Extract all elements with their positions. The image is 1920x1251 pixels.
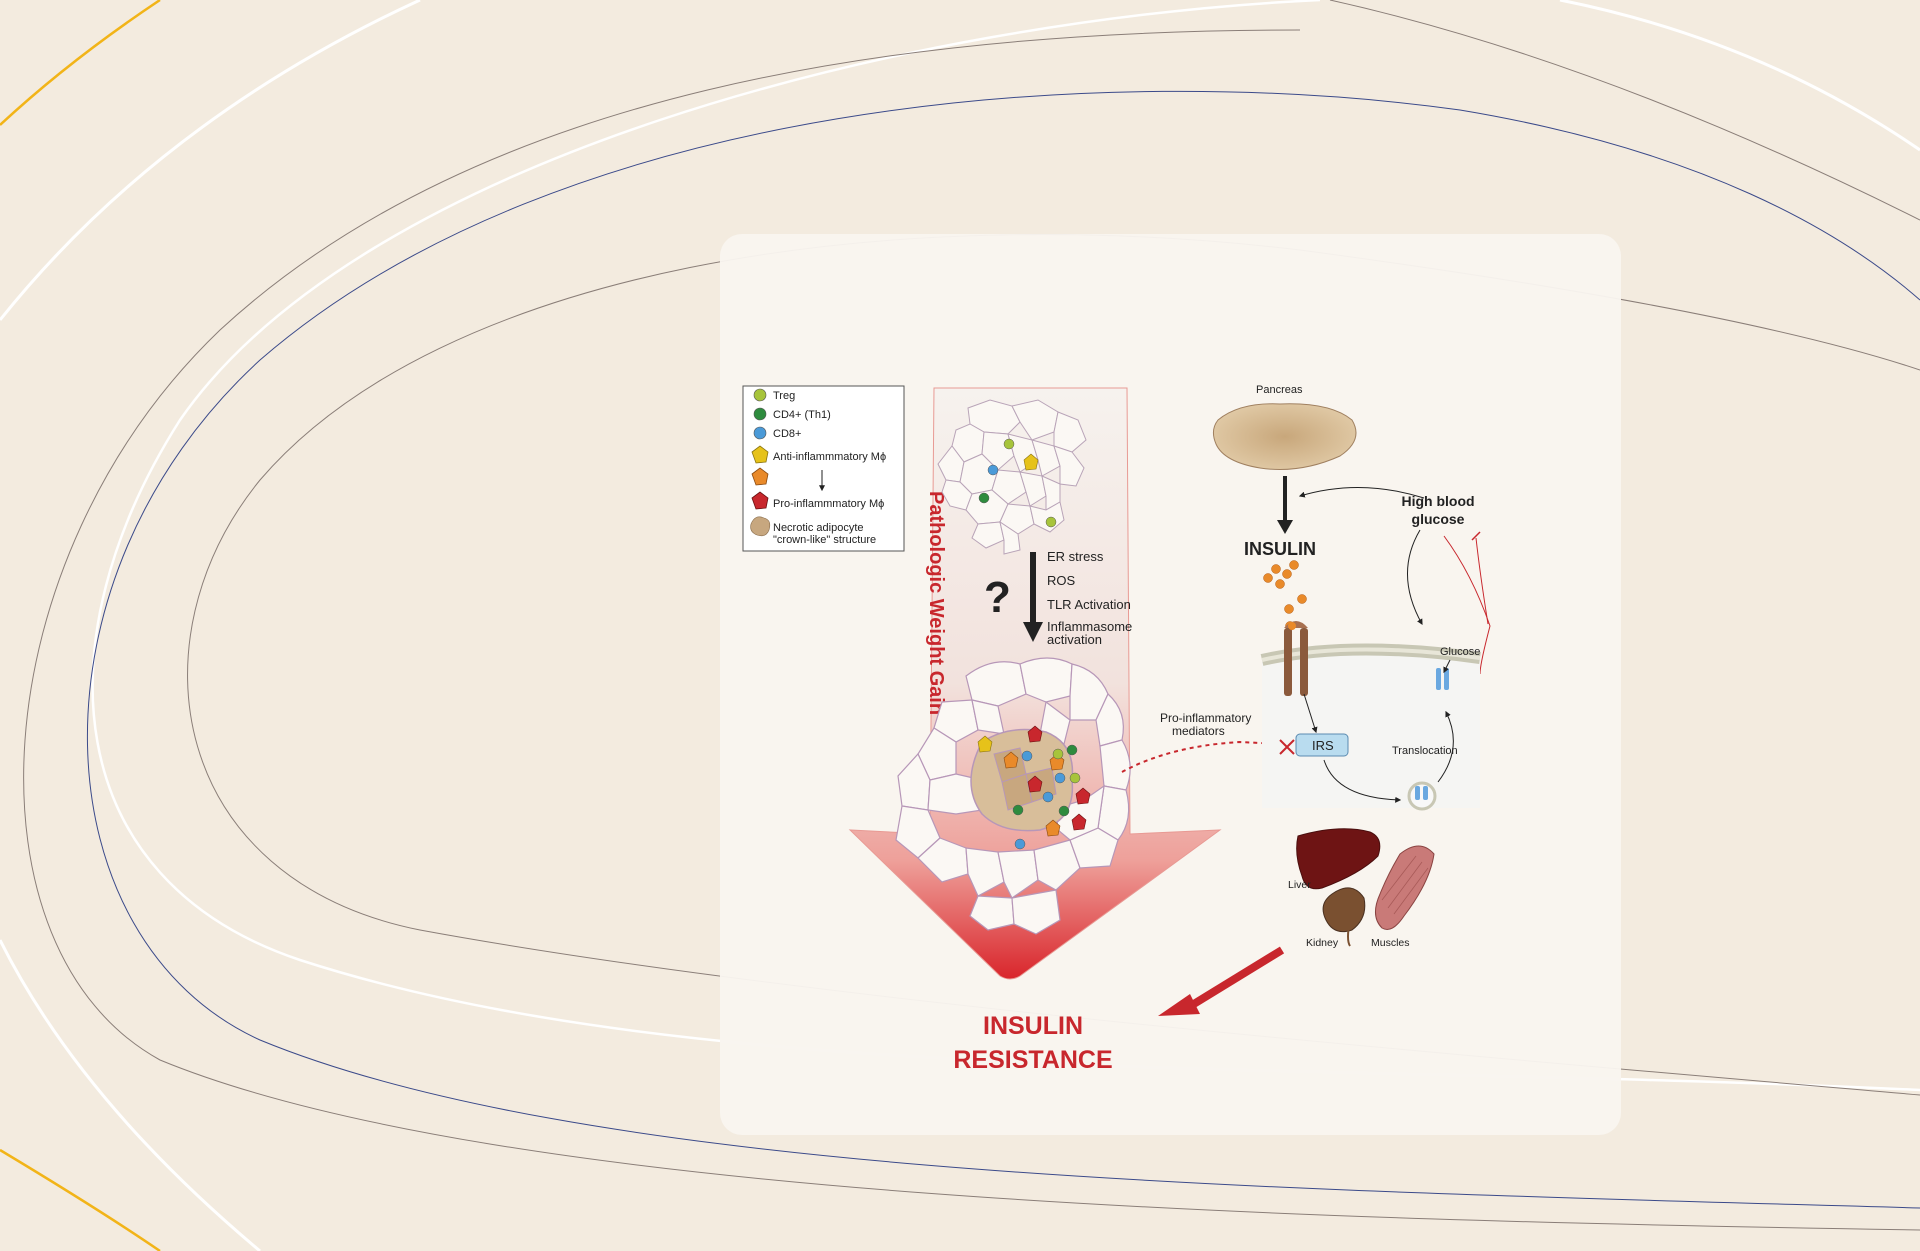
cd8-icon bbox=[753, 426, 767, 440]
lean-adipose-tissue bbox=[937, 399, 1087, 555]
irs-box bbox=[1295, 733, 1349, 757]
treg-icon bbox=[753, 388, 767, 402]
insulin-granules bbox=[1263, 560, 1307, 631]
necrotic-adipocyte-icon bbox=[750, 516, 771, 537]
high-blood-glucose-line1: High blood bbox=[1401, 493, 1474, 509]
high-blood-glucose-line2: glucose bbox=[1412, 511, 1465, 527]
insulin-label: INSULIN bbox=[1244, 539, 1316, 559]
resistance-arrow-head bbox=[1158, 994, 1200, 1016]
pancreas-label: Pancreas bbox=[1256, 384, 1303, 396]
mechanism-inflammasome: Inflammasome bbox=[1047, 619, 1132, 634]
cd4-icon bbox=[753, 407, 767, 421]
liver-label: Liver bbox=[1288, 879, 1311, 891]
obese-adipose-tissue bbox=[895, 657, 1131, 935]
pro-inflammatory-line2: mediators bbox=[1172, 724, 1225, 738]
kidney-label: Kidney bbox=[1306, 937, 1339, 949]
insulin-resistance-diagram: Treg CD4+ (Th1) CD8+ Anti-inflammmatory … bbox=[742, 384, 1491, 1074]
kidney-icon bbox=[1322, 887, 1366, 933]
mechanism-activation: activation bbox=[1047, 632, 1102, 647]
legend: Treg CD4+ (Th1) CD8+ Anti-inflammmatory … bbox=[742, 385, 905, 552]
muscles-label: Muscles bbox=[1371, 937, 1410, 949]
glut4-vesicle bbox=[1407, 781, 1437, 811]
anti-inflammatory-macrophage-icon bbox=[751, 445, 769, 464]
resistance-arrow-shaft bbox=[1181, 946, 1285, 1014]
pro-inflammatory-mediator-path bbox=[1121, 740, 1281, 773]
question-mark: ? bbox=[984, 573, 1011, 622]
pancreas-icon bbox=[1212, 403, 1357, 470]
legend-pro-inflammatory-label: Pro-inflammmatory Mϕ bbox=[773, 498, 884, 510]
insulin-resistance-line2: RESISTANCE bbox=[953, 1046, 1112, 1074]
weight-gain-label: Pathologic Weight Gain bbox=[925, 491, 947, 715]
mechanism-list: ER stress ROS TLR Activation Inflammasom… bbox=[1047, 549, 1132, 647]
mechanism-er-stress: ER stress bbox=[1047, 549, 1104, 564]
legend-necrotic-line1: Necrotic adipocyte bbox=[773, 522, 864, 534]
translocation-label: Translocation bbox=[1392, 745, 1458, 757]
legend-anti-inflammatory-label: Anti-inflammmatory Mϕ bbox=[773, 451, 886, 463]
legend-treg-label: Treg bbox=[773, 390, 795, 402]
irs-blocked-icon bbox=[1279, 739, 1295, 755]
inhibition-bar bbox=[1471, 531, 1481, 541]
liver-icon bbox=[1296, 828, 1381, 890]
legend-necrotic-line2: "crown-like" structure bbox=[773, 534, 876, 546]
pro-inflammatory-line1: Pro-inflammatory bbox=[1160, 711, 1251, 725]
cell-cytoplasm bbox=[1262, 649, 1480, 808]
legend-cd8-label: CD8+ bbox=[773, 428, 801, 440]
intermediate-macrophage-icon bbox=[751, 467, 769, 486]
irs-label: IRS bbox=[1312, 738, 1334, 753]
muscle-icon bbox=[1375, 845, 1435, 930]
mechanism-tlr: TLR Activation bbox=[1047, 597, 1131, 612]
legend-cd4-label: CD4+ (Th1) bbox=[773, 409, 831, 421]
mechanism-arrow-head bbox=[1023, 622, 1043, 642]
glucose-to-transporter-arrow bbox=[1407, 529, 1423, 626]
insulin-resistance-line1: INSULIN bbox=[983, 1012, 1083, 1040]
obese-immune-cells bbox=[977, 725, 1091, 850]
glucose-feedback-arrow bbox=[1298, 487, 1425, 499]
mechanism-ros: ROS bbox=[1047, 573, 1076, 588]
pro-inflammatory-macrophage-icon bbox=[751, 491, 769, 510]
translocation-arrow bbox=[1437, 710, 1454, 783]
glucose-label: Glucose bbox=[1440, 646, 1480, 658]
insulin-receptor bbox=[1284, 621, 1308, 696]
glut4-transporter bbox=[1436, 668, 1449, 690]
